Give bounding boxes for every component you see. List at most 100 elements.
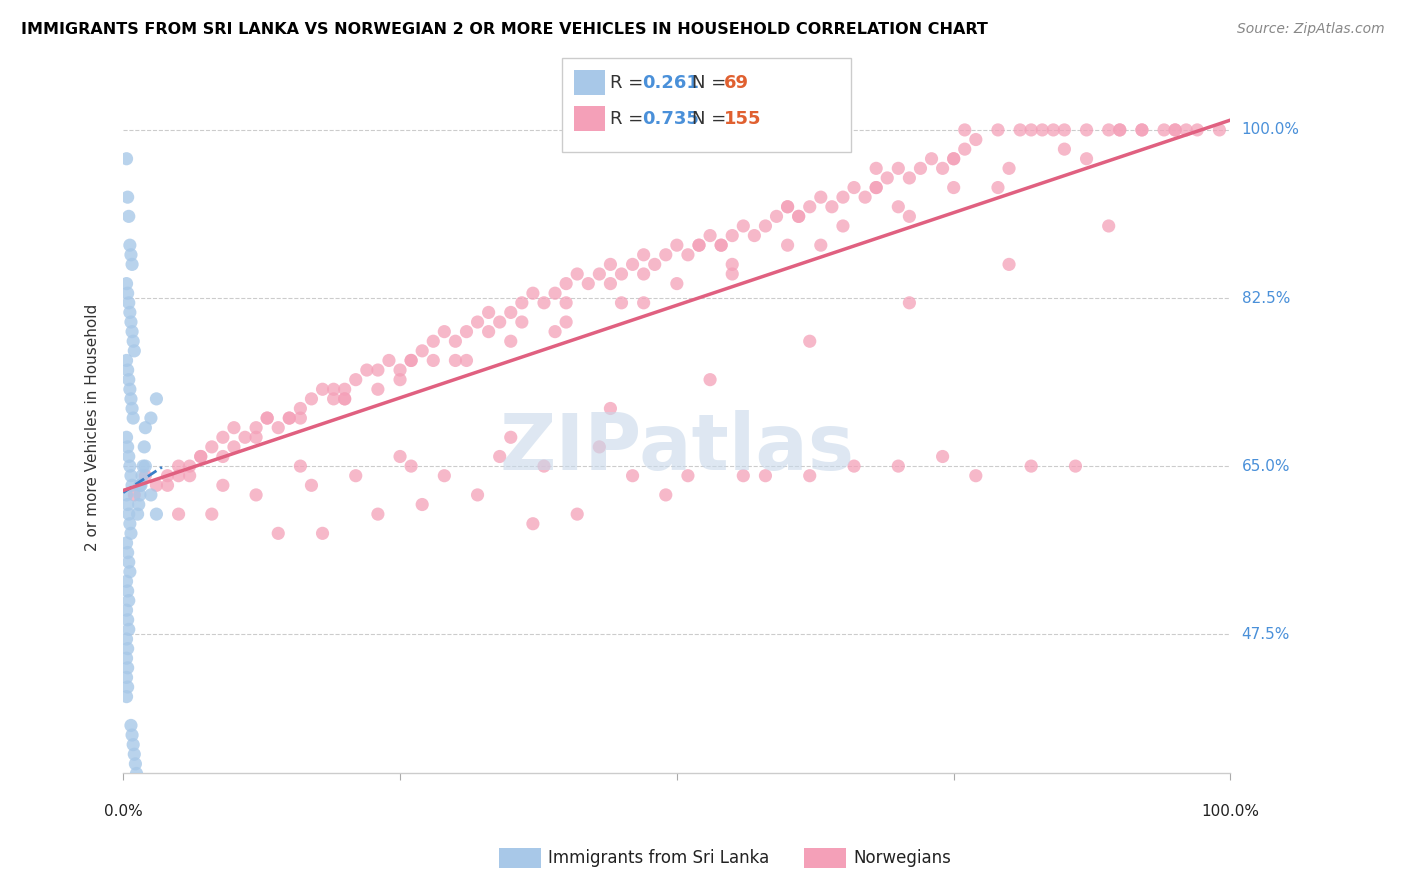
Point: [987, 180, 1010, 194]
Point: [367, 363, 389, 377]
Point: [942, 152, 965, 166]
Point: [389, 450, 412, 464]
Point: [134, 420, 156, 434]
Point: [688, 238, 710, 252]
Point: [118, 516, 141, 531]
Y-axis label: 2 or more Vehicles in Household: 2 or more Vehicles in Household: [86, 304, 100, 551]
Point: [117, 584, 139, 599]
Point: [115, 353, 138, 368]
Text: 155: 155: [724, 110, 762, 128]
Point: [399, 353, 422, 368]
Point: [965, 468, 987, 483]
Point: [488, 315, 510, 329]
Point: [256, 411, 278, 425]
Point: [117, 363, 139, 377]
Point: [588, 440, 610, 454]
Point: [942, 152, 965, 166]
Point: [122, 334, 145, 349]
Point: [389, 373, 412, 387]
Point: [799, 200, 821, 214]
Text: 47.5%: 47.5%: [1241, 627, 1289, 641]
Point: [117, 661, 139, 675]
Point: [965, 132, 987, 146]
Point: [987, 123, 1010, 137]
Point: [411, 343, 433, 358]
Point: [478, 325, 501, 339]
Point: [633, 248, 655, 262]
Point: [267, 420, 290, 434]
Point: [710, 238, 733, 252]
Point: [1175, 123, 1198, 137]
Point: [998, 257, 1021, 271]
Point: [115, 690, 138, 704]
Text: N =: N =: [692, 74, 731, 92]
Point: [599, 277, 621, 291]
Point: [998, 161, 1021, 176]
Point: [118, 210, 141, 224]
Point: [887, 161, 910, 176]
Text: 100.0%: 100.0%: [1202, 804, 1260, 819]
Point: [399, 459, 422, 474]
Point: [132, 459, 155, 474]
Point: [898, 170, 921, 185]
Point: [1076, 123, 1098, 137]
Point: [131, 468, 153, 483]
Point: [842, 180, 865, 194]
Point: [122, 411, 145, 425]
Point: [567, 507, 589, 521]
Point: [120, 392, 142, 406]
Point: [721, 267, 744, 281]
Point: [121, 257, 143, 271]
Point: [544, 286, 567, 301]
Point: [1098, 219, 1121, 233]
Point: [118, 459, 141, 474]
Point: [117, 680, 139, 694]
Point: [865, 180, 887, 194]
Point: [179, 468, 201, 483]
Point: [124, 488, 146, 502]
Point: [456, 325, 478, 339]
Point: [120, 718, 142, 732]
Point: [733, 468, 755, 483]
Text: ZIPatlas: ZIPatlas: [499, 410, 855, 486]
Point: [115, 536, 138, 550]
Point: [367, 507, 389, 521]
Point: [676, 468, 699, 483]
Point: [931, 161, 953, 176]
Point: [422, 334, 444, 349]
Point: [1164, 123, 1187, 137]
Point: [533, 459, 555, 474]
Point: [887, 459, 910, 474]
Point: [555, 295, 578, 310]
Point: [810, 190, 832, 204]
Point: [301, 392, 323, 406]
Point: [118, 555, 141, 569]
Point: [621, 468, 644, 483]
Point: [117, 613, 139, 627]
Point: [333, 382, 356, 396]
Point: [1042, 123, 1064, 137]
Point: [120, 526, 142, 541]
Point: [190, 450, 212, 464]
Point: [953, 123, 976, 137]
Point: [245, 488, 267, 502]
Point: [322, 382, 344, 396]
Point: [378, 353, 401, 368]
Text: R =: R =: [610, 74, 650, 92]
Point: [499, 430, 522, 444]
Point: [1153, 123, 1175, 137]
Point: [129, 478, 152, 492]
Point: [145, 478, 167, 492]
Point: [139, 411, 162, 425]
Point: [599, 257, 621, 271]
Point: [1130, 123, 1153, 137]
Point: [118, 507, 141, 521]
Point: [865, 161, 887, 176]
Point: [1130, 123, 1153, 137]
Point: [127, 507, 149, 521]
Point: [120, 468, 142, 483]
Point: [344, 468, 367, 483]
Point: [212, 430, 235, 444]
Point: [120, 315, 142, 329]
Point: [121, 728, 143, 742]
